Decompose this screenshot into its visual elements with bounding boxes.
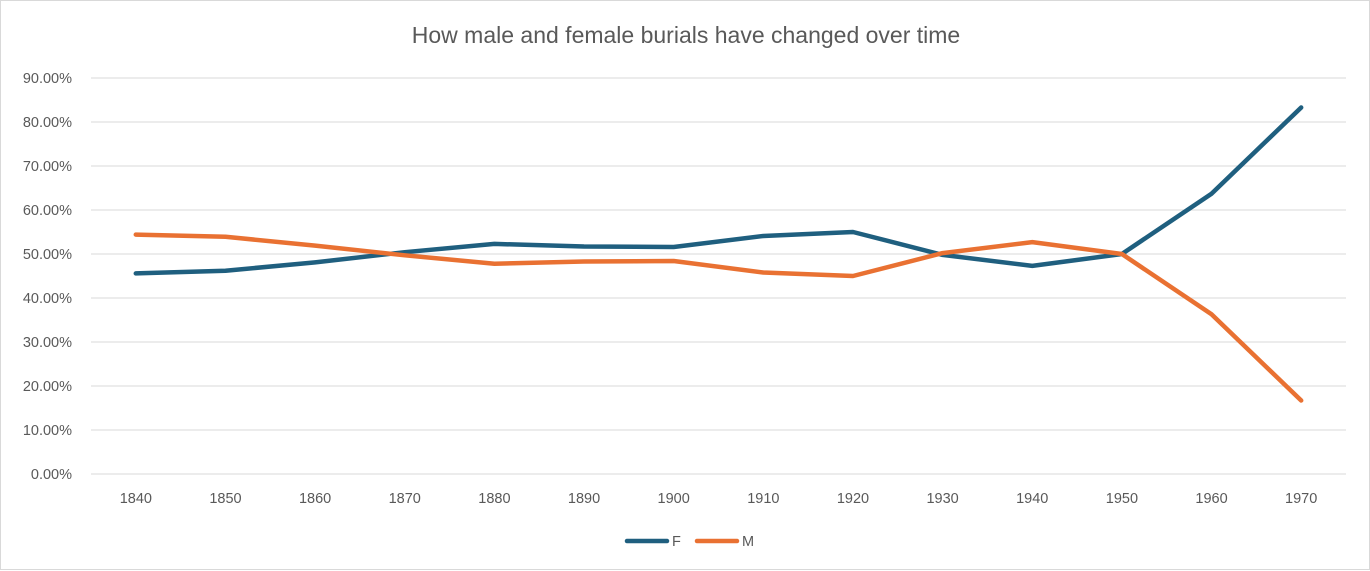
- x-tick-label: 1970: [1285, 491, 1317, 507]
- x-tick-label: 1900: [658, 491, 690, 507]
- x-tick-label: 1890: [568, 491, 600, 507]
- legend-label-m: M: [742, 534, 754, 550]
- x-tick-label: 1960: [1195, 491, 1227, 507]
- y-tick-label: 70.00%: [23, 159, 72, 175]
- x-tick-label: 1940: [1016, 491, 1048, 507]
- x-tick-label: 1930: [926, 491, 958, 507]
- series-line-m: [133, 232, 1304, 403]
- x-axis-ticks: 1840 1850 1860 1870 1880 1890 1900 1910 1920 1930…: [120, 491, 1318, 507]
- gridlines: [91, 77, 1346, 475]
- chart-title: How male and female burials have changed…: [412, 22, 960, 48]
- x-tick-label: 1850: [209, 491, 241, 507]
- y-tick-label: 10.00%: [23, 423, 72, 439]
- series-lines: [133, 105, 1304, 403]
- series-line-f: [133, 105, 1304, 276]
- x-tick-label: 1860: [299, 491, 331, 507]
- x-tick-label: 1840: [120, 491, 152, 507]
- y-tick-label: 80.00%: [23, 115, 72, 131]
- y-tick-label: 60.00%: [23, 203, 72, 219]
- y-tick-label: 30.00%: [23, 335, 72, 351]
- legend-label-f: F: [672, 534, 681, 550]
- x-tick-label: 1910: [747, 491, 779, 507]
- y-tick-label: 90.00%: [23, 71, 72, 87]
- x-tick-label: 1870: [389, 491, 421, 507]
- y-tick-label: 20.00%: [23, 379, 72, 395]
- y-tick-label: 0.00%: [31, 467, 72, 483]
- y-tick-label: 40.00%: [23, 291, 72, 307]
- x-tick-label: 1880: [478, 491, 510, 507]
- y-tick-label: 50.00%: [23, 247, 72, 263]
- x-tick-label: 1950: [1106, 491, 1138, 507]
- y-axis-ticks: 0.00% 10.00% 20.00% 30.00% 40.00% 50.00% 60.00…: [23, 71, 72, 483]
- x-tick-label: 1920: [837, 491, 869, 507]
